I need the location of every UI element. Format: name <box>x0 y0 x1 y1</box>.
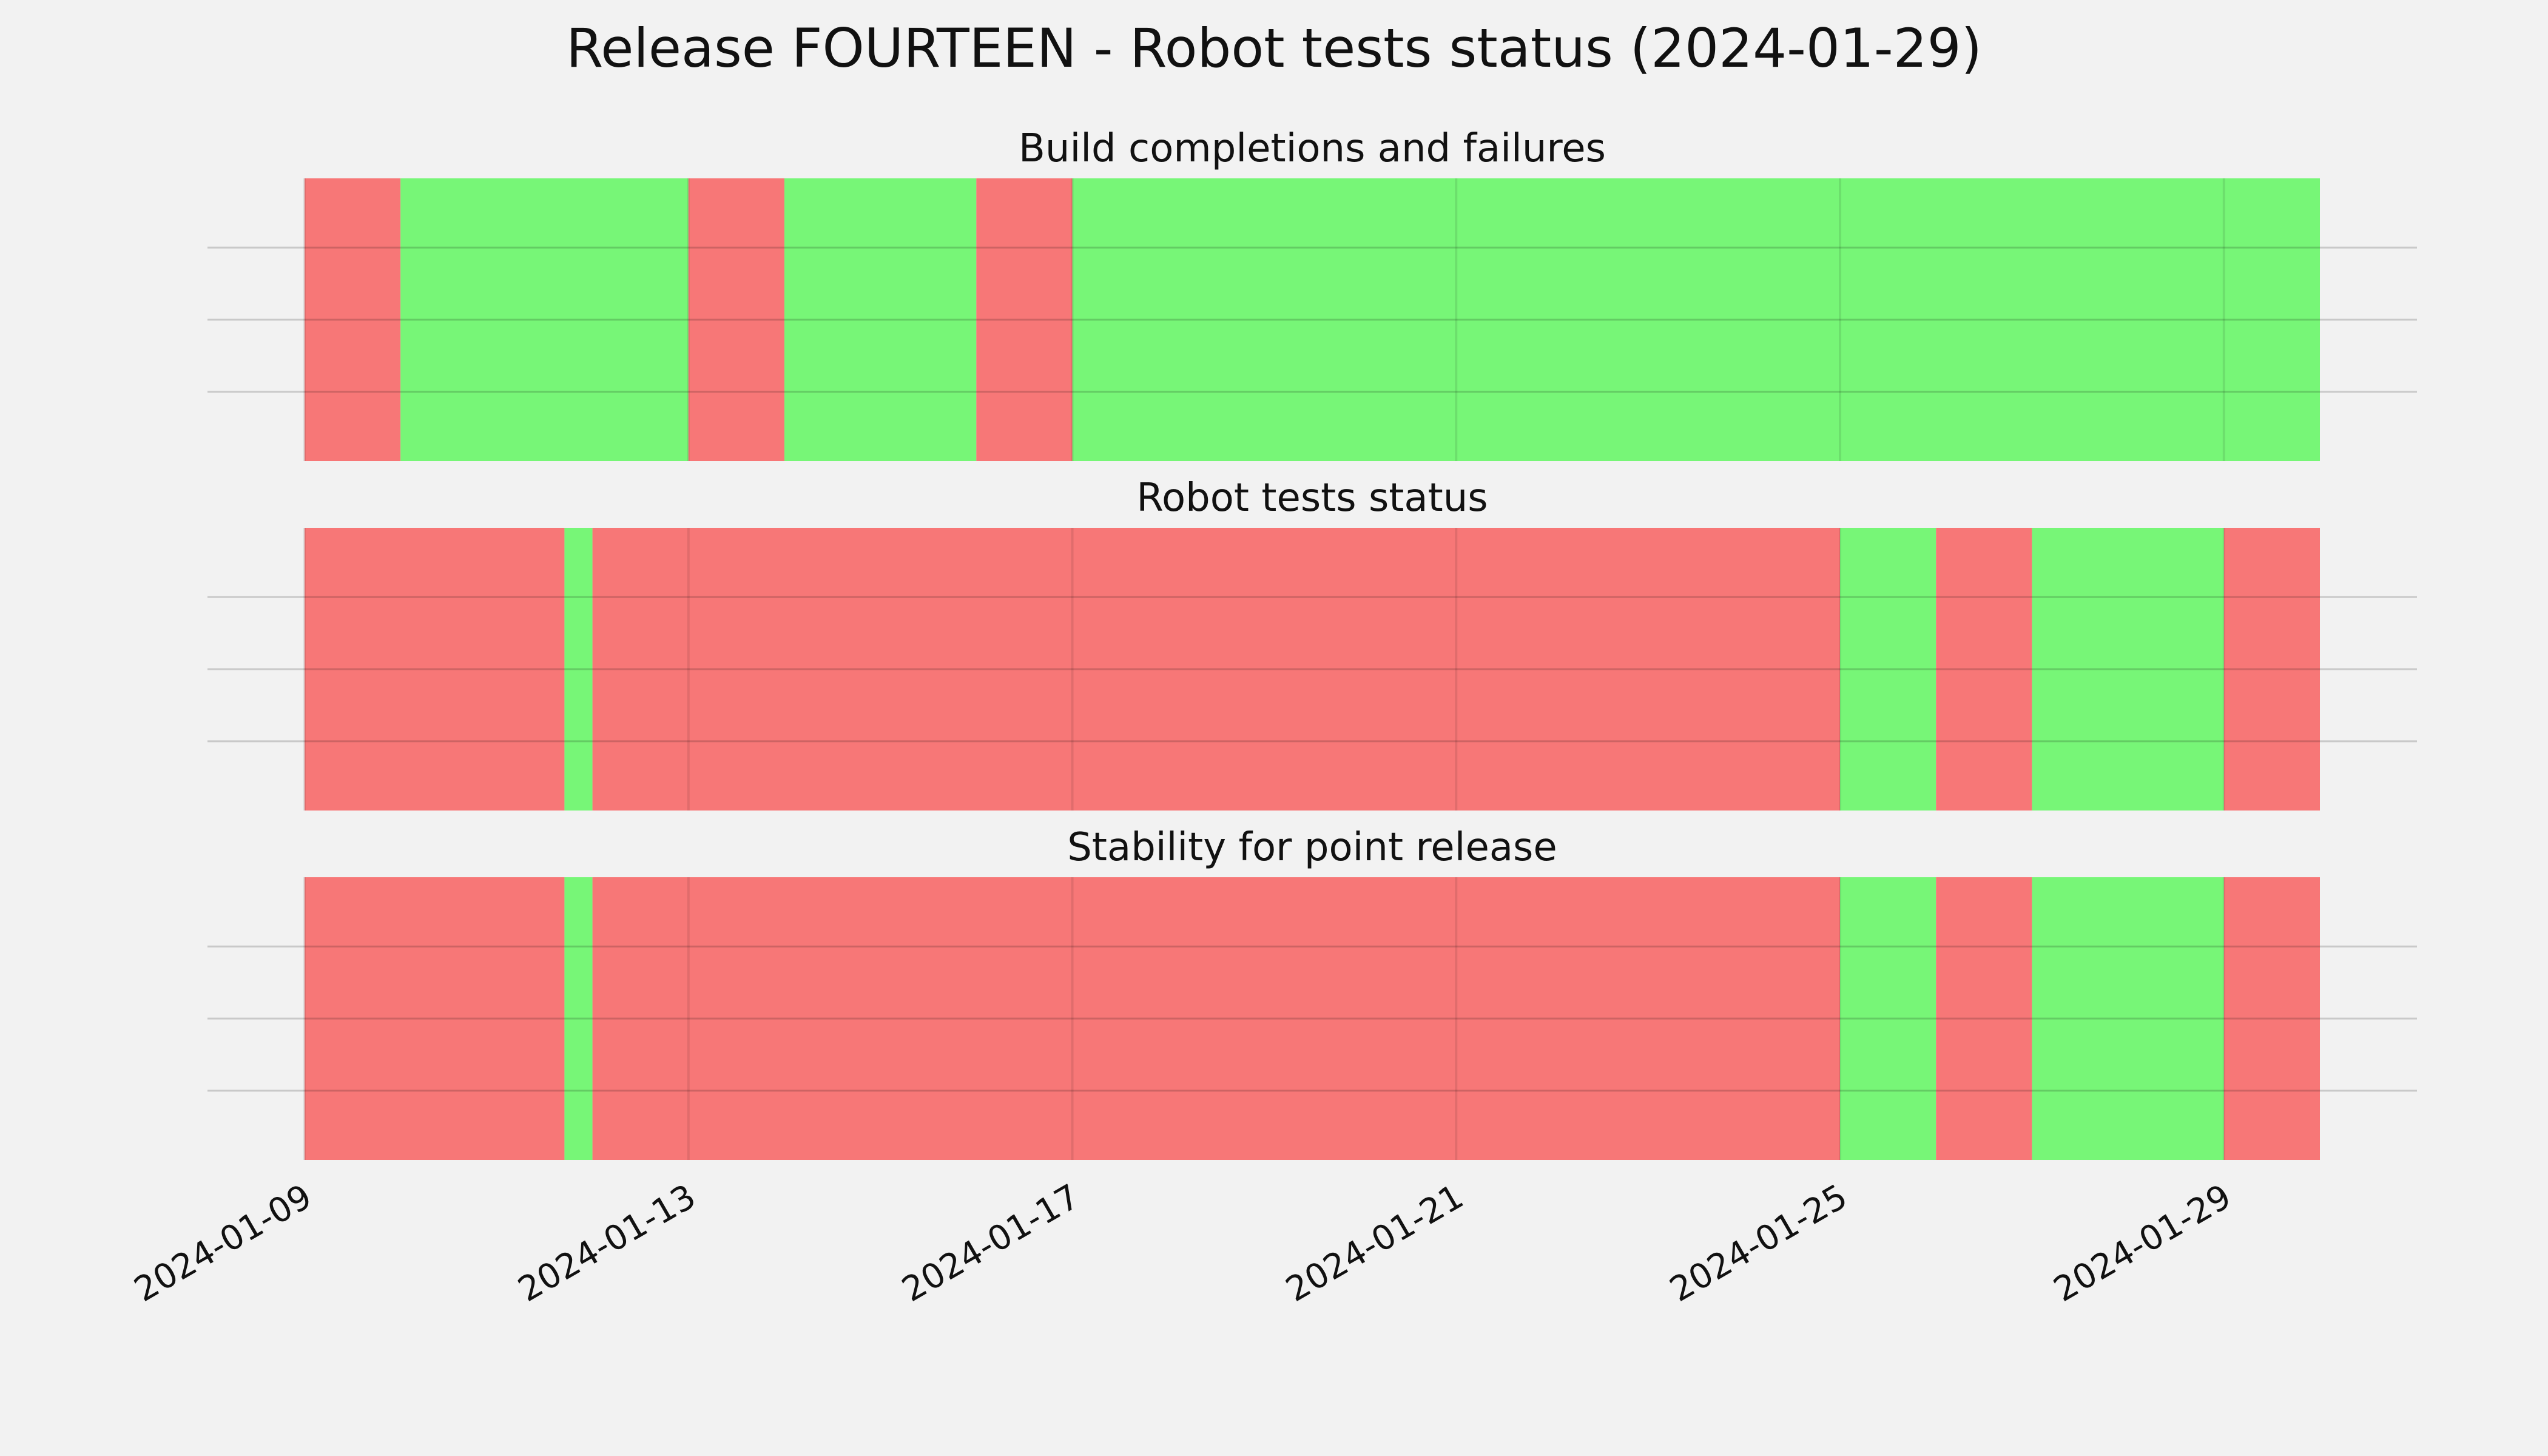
x-tick-label: 2024-01-09 <box>128 1177 318 1310</box>
pass-segment <box>1840 877 1936 1160</box>
x-tick-label: 2024-01-29 <box>2047 1177 2237 1310</box>
pass-segment <box>564 877 593 1160</box>
fail-segment <box>976 178 1073 461</box>
fail-segment <box>2223 528 2320 811</box>
pass-segment <box>1072 178 2320 461</box>
fail-segment <box>592 528 1841 811</box>
panel-title: Build completions and failures <box>1019 126 1606 171</box>
panel-title: Robot tests status <box>1136 476 1488 521</box>
pass-segment <box>1840 528 1936 811</box>
fail-segment <box>1936 877 2032 1160</box>
fail-segment <box>592 877 1841 1160</box>
pass-segment <box>2032 528 2224 811</box>
fail-segment <box>1936 528 2032 811</box>
pass-segment <box>564 528 593 811</box>
panel: Stability for point release <box>207 825 2417 1160</box>
pass-segment <box>784 178 977 461</box>
x-tick-label: 2024-01-17 <box>895 1177 1086 1310</box>
x-tick-label: 2024-01-25 <box>1663 1177 1854 1310</box>
fail-segment <box>305 877 565 1160</box>
panel: Robot tests status <box>207 476 2417 811</box>
fail-segment <box>688 178 784 461</box>
x-tick-label: 2024-01-13 <box>511 1177 702 1310</box>
fail-segment <box>305 178 401 461</box>
panels: Build completions and failures Robot test… <box>207 126 2417 1160</box>
fail-segment <box>2223 877 2320 1160</box>
x-tick-label: 2024-01-21 <box>1279 1177 1470 1310</box>
figure-title: Release FOURTEEN - Robot tests status (2… <box>566 17 1982 79</box>
pass-segment <box>2032 877 2224 1160</box>
fail-segment <box>305 528 565 811</box>
pass-segment <box>400 178 689 461</box>
panel-title: Stability for point release <box>1067 825 1557 870</box>
panel: Build completions and failures <box>207 126 2417 461</box>
x-axis: 2024-01-09 2024-01-13 2024-01-17 2024-01-21… <box>128 1177 2238 1310</box>
